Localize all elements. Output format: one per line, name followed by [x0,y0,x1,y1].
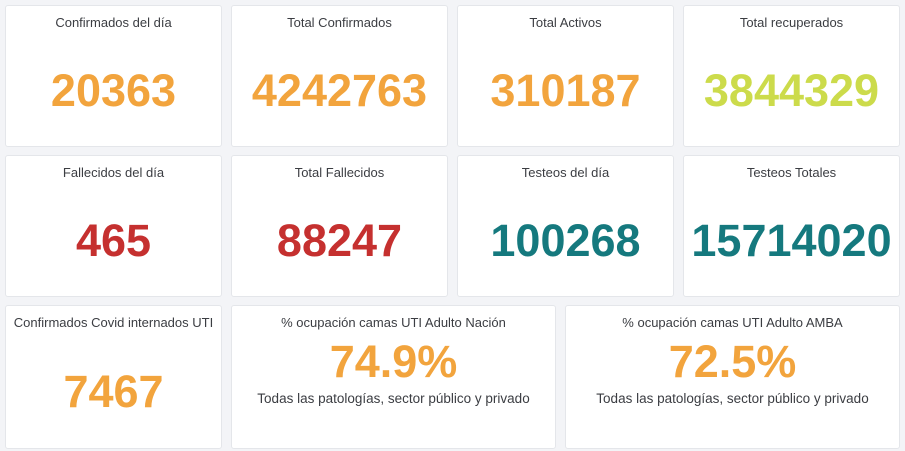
panel-title[interactable]: Total Confirmados [287,15,392,30]
stat-value-wrap: 74.9% Todas las patologías, sector públi… [232,334,555,448]
stat-subtitle: Todas las patologías, sector público y p… [257,390,530,406]
stat-value: 74.9% [329,335,458,387]
stat-value-wrap: 88247 [232,184,447,296]
panel-title[interactable]: Total Activos [529,15,602,30]
dashboard-row-3: Confirmados Covid internados UTI 7467 % … [5,305,900,449]
panel-total-recuperados: Total recuperados 3844329 [683,5,900,147]
stat-value: 310187 [490,64,641,116]
stat-value: 100268 [490,214,641,266]
stat-value-wrap: 310187 [458,34,673,146]
stat-value-wrap: 7467 [6,334,221,448]
stat-subtitle: Todas las patologías, sector público y p… [596,390,869,406]
stat-value-wrap: 15714020 [684,184,899,296]
stat-value-wrap: 100268 [458,184,673,296]
stat-value: 4242763 [251,64,428,116]
panel-title[interactable]: Total recuperados [739,15,844,30]
panel-ocupacion-uti-nacion: % ocupación camas UTI Adulto Nación 74.9… [231,305,556,449]
panel-title[interactable]: Confirmados Covid internados UTI [13,315,214,330]
panel-title[interactable]: % ocupación camas UTI Adulto Nación [281,315,506,330]
stat-value: 72.5% [668,335,797,387]
panel-ocupacion-uti-amba: % ocupación camas UTI Adulto AMBA 72.5% … [565,305,900,449]
stat-value-wrap: 465 [6,184,221,296]
stat-value: 20363 [50,64,177,116]
stat-value: 465 [75,214,152,266]
stat-value: 88247 [276,214,403,266]
stat-value: 3844329 [703,64,880,116]
panel-title[interactable]: Fallecidos del día [62,165,165,180]
panel-total-activos: Total Activos 310187 [457,5,674,147]
stat-value-wrap: 3844329 [684,34,899,146]
panel-testeos-del-dia: Testeos del día 100268 [457,155,674,297]
stat-value: 7467 [63,365,164,417]
panel-fallecidos-del-dia: Fallecidos del día 465 [5,155,222,297]
dashboard-row-2: Fallecidos del día 465 Total Fallecidos … [5,155,900,297]
panel-confirmados-del-dia: Confirmados del día 20363 [5,5,222,147]
panel-testeos-totales: Testeos Totales 15714020 [683,155,900,297]
dashboard-row-1: Confirmados del día 20363 Total Confirma… [5,5,900,147]
stat-value-wrap: 20363 [6,34,221,146]
stat-value: 15714020 [691,214,892,266]
panel-title[interactable]: Confirmados del día [55,15,172,30]
panel-confirmados-covid-internados-uti: Confirmados Covid internados UTI 7467 [5,305,222,449]
stat-value-wrap: 4242763 [232,34,447,146]
panel-title[interactable]: Testeos Totales [746,165,837,180]
panel-total-fallecidos: Total Fallecidos 88247 [231,155,448,297]
panel-total-confirmados: Total Confirmados 4242763 [231,5,448,147]
panel-title[interactable]: Testeos del día [521,165,610,180]
panel-title[interactable]: Total Fallecidos [294,165,385,180]
panel-title[interactable]: % ocupación camas UTI Adulto AMBA [622,315,843,330]
stat-value-wrap: 72.5% Todas las patologías, sector públi… [566,334,899,448]
